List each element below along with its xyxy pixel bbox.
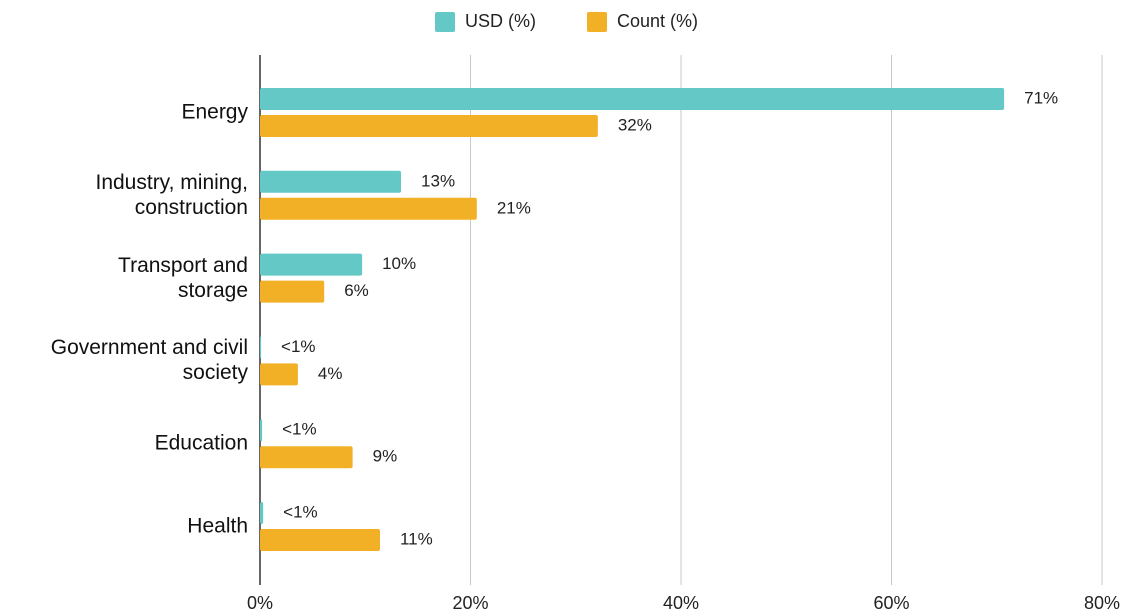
value-label: <1% <box>283 502 318 521</box>
x-tick-label: 80% <box>1084 593 1120 613</box>
value-label: 4% <box>318 364 343 383</box>
value-label: 6% <box>344 281 369 300</box>
y-tick-label: Transport and storage <box>118 253 248 302</box>
bar <box>260 529 380 551</box>
bar <box>260 446 353 469</box>
value-label: 71% <box>1024 88 1058 107</box>
legend-label: USD (%) <box>465 11 536 31</box>
value-label: 11% <box>400 529 433 548</box>
bar <box>260 336 262 359</box>
bar <box>260 363 298 386</box>
x-tick-label: 40% <box>663 593 699 613</box>
legend-swatch <box>435 12 455 32</box>
value-label: 9% <box>373 447 398 466</box>
y-tick-label: Industry, mining, construction <box>95 170 248 219</box>
y-tick-label: Energy <box>181 100 248 124</box>
value-label: 32% <box>618 115 652 134</box>
y-tick-label: Government and civil society <box>50 336 248 385</box>
value-label: <1% <box>281 337 316 356</box>
bar <box>260 502 264 524</box>
bar <box>260 253 363 276</box>
bar <box>260 197 477 220</box>
value-label: 13% <box>421 171 455 190</box>
bar <box>260 170 402 193</box>
value-label: 21% <box>497 198 531 217</box>
value-label: 10% <box>382 254 416 273</box>
legend-swatch <box>587 12 607 32</box>
bar <box>260 88 1005 110</box>
value-label: <1% <box>282 420 317 439</box>
bar <box>260 419 263 442</box>
y-tick-label: Education <box>154 431 248 455</box>
x-tick-label: 0% <box>247 593 273 613</box>
legend-label: Count (%) <box>617 11 698 31</box>
bar <box>260 115 598 137</box>
x-tick-label: 60% <box>873 593 909 613</box>
y-tick-label: Health <box>187 514 248 538</box>
x-tick-label: 20% <box>452 593 488 613</box>
bar <box>260 280 325 303</box>
